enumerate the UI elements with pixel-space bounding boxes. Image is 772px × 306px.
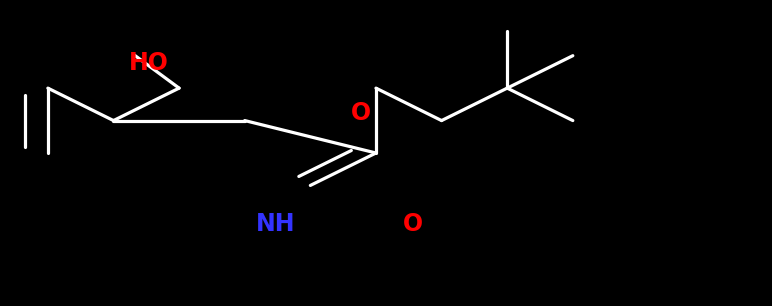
Text: NH: NH xyxy=(256,212,296,236)
Text: O: O xyxy=(351,101,371,125)
Text: HO: HO xyxy=(129,51,169,75)
Text: O: O xyxy=(403,212,423,236)
